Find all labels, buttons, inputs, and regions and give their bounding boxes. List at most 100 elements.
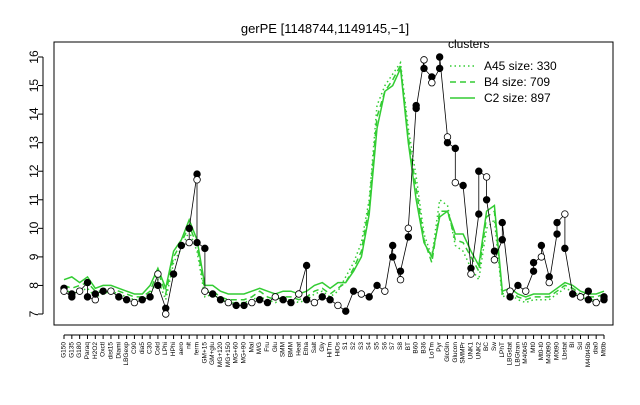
data-point xyxy=(482,196,491,204)
x-tick-label: S3 xyxy=(358,342,365,350)
data-point xyxy=(537,241,546,250)
x-tick-label: GM+glu xyxy=(209,342,216,365)
data-point xyxy=(185,238,193,247)
x-tick-label: Glucon xyxy=(452,342,459,363)
data-point xyxy=(263,298,272,307)
data-point xyxy=(529,258,538,267)
x-tick-label: G180 xyxy=(76,342,83,358)
x-tick-label: LPhi xyxy=(162,342,169,355)
data-point xyxy=(490,247,499,255)
data-point xyxy=(506,293,514,301)
data-point xyxy=(83,293,92,301)
chart-title: gerPE [1148744,1149145,−1] xyxy=(241,21,409,36)
x-tick-label: Bl xyxy=(569,341,576,347)
series-line xyxy=(63,63,605,301)
legend: clusters A45 size: 330 B4 size: 709 C2 siz… xyxy=(448,37,557,105)
data-point xyxy=(553,218,561,227)
data-point xyxy=(420,64,428,73)
data-point xyxy=(240,301,248,310)
data-point xyxy=(271,293,280,301)
data-point xyxy=(404,224,413,233)
data-point xyxy=(177,241,186,250)
x-tick-label: M40t45 xyxy=(522,342,529,364)
data-point xyxy=(490,256,499,264)
x-tick-label: Cold xyxy=(154,342,161,356)
legend-entry: B4 size: 709 xyxy=(484,75,550,89)
x-tick-label: LoTm xyxy=(428,342,435,359)
data-point xyxy=(475,167,483,175)
x-tick-label: M40t90 xyxy=(546,342,553,364)
data-point xyxy=(396,267,405,275)
data-point xyxy=(68,290,76,298)
data-point xyxy=(83,278,92,287)
data-point xyxy=(561,210,569,218)
x-tick-label: Gly xyxy=(319,341,326,352)
legend-title: clusters xyxy=(448,37,489,51)
x-tick-label: Pyr xyxy=(436,341,443,352)
data-point xyxy=(287,298,295,307)
data-point xyxy=(357,290,366,298)
x-tick-label: M/G xyxy=(256,342,263,354)
y-tick-label: 12 xyxy=(27,164,41,178)
y-tick-label: 15 xyxy=(27,79,41,93)
data-point xyxy=(326,296,334,304)
y-tick-label: 14 xyxy=(27,107,41,121)
data-point xyxy=(60,287,68,295)
x-tick-label: G135 xyxy=(68,342,75,358)
x-tick-label: LBGexp xyxy=(123,342,130,366)
x-tick-label: UNK1 xyxy=(467,342,474,360)
data-point xyxy=(498,218,506,227)
x-tick-label: MG+60 xyxy=(233,342,240,364)
data-point xyxy=(592,298,600,307)
x-tick-label: UNK2 xyxy=(475,342,482,360)
x-tick-label: Sd xyxy=(577,342,584,350)
x-tick-label: dia5 xyxy=(139,342,146,355)
x-tick-label: Lbstat xyxy=(561,342,568,360)
y-tick-label: 13 xyxy=(27,136,41,150)
data-point xyxy=(404,233,413,241)
x-tick-label: H2O2 xyxy=(92,342,99,359)
x-tick-label: M40t45b xyxy=(585,342,592,368)
data-point xyxy=(576,293,585,301)
data-point xyxy=(388,253,397,261)
x-tick-label: ferm xyxy=(194,342,201,355)
data-point xyxy=(193,238,201,247)
x-tick-label: B60 xyxy=(413,342,420,354)
x-tick-label: GM+15 xyxy=(201,342,208,364)
data-point xyxy=(412,104,420,113)
data-point xyxy=(169,270,178,278)
x-tick-label: Etha xyxy=(303,342,310,356)
data-point xyxy=(553,230,561,238)
x-tick-label: Diami xyxy=(115,342,122,359)
data-point xyxy=(154,270,162,278)
data-point xyxy=(122,296,131,304)
y-tick-label: 9 xyxy=(27,253,41,260)
data-point xyxy=(475,210,483,218)
x-axis: G150 G135 G180 Paraq H2O2 Oxctl dist15 Diami LBG… xyxy=(61,334,608,368)
data-point xyxy=(600,293,608,301)
x-tick-label: M0t90 xyxy=(554,342,561,360)
data-point xyxy=(342,307,350,315)
x-tick-label: Salt xyxy=(311,342,318,353)
data-point xyxy=(428,78,436,87)
x-tick-label: S1 xyxy=(342,342,349,350)
data-point xyxy=(107,287,115,295)
x-tick-label: LPhT xyxy=(499,342,506,358)
y-tick-label: 16 xyxy=(27,50,41,64)
x-tick-label: HiOs xyxy=(334,341,341,356)
x-tick-label: Mt0 xyxy=(530,342,537,353)
x-tick-label: dist15 xyxy=(107,342,114,360)
data-point xyxy=(451,178,460,187)
legend-entry: C2 size: 897 xyxy=(484,91,551,105)
data-point xyxy=(201,244,209,253)
points-layer xyxy=(60,53,608,318)
data-point xyxy=(208,290,217,298)
data-point xyxy=(451,144,460,153)
data-point xyxy=(396,276,405,284)
plot-frame xyxy=(53,41,614,326)
x-tick-label: Oxctl xyxy=(100,341,107,356)
x-tick-label: SMM xyxy=(280,342,287,357)
x-tick-label: MG+120 xyxy=(217,342,224,367)
